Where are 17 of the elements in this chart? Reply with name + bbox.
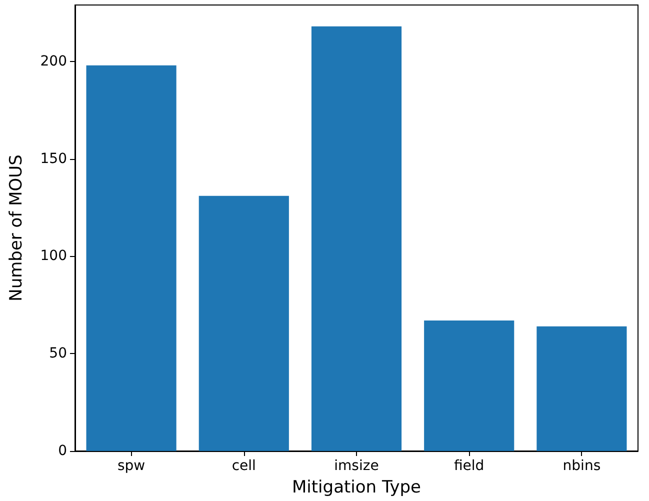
y-tick-label: 200 bbox=[40, 53, 67, 70]
bar bbox=[424, 320, 514, 451]
bar bbox=[536, 326, 627, 451]
x-tick-label: spw bbox=[117, 458, 146, 474]
x-tick-label: cell bbox=[232, 458, 256, 474]
x-tick-label: nbins bbox=[562, 458, 601, 474]
bar bbox=[86, 65, 176, 451]
y-tick-label: 0 bbox=[58, 443, 67, 459]
y-tick-label: 50 bbox=[49, 346, 67, 362]
x-tick-label: imsize bbox=[334, 458, 379, 474]
bar bbox=[311, 26, 402, 451]
y-axis-title: Number of MOUS bbox=[6, 154, 26, 302]
x-axis-title: Mitigation Type bbox=[292, 478, 422, 498]
y-tick-label: 150 bbox=[40, 150, 67, 167]
y-tick-label: 100 bbox=[40, 248, 67, 264]
x-tick-label: field bbox=[454, 458, 484, 474]
bar bbox=[198, 196, 289, 451]
